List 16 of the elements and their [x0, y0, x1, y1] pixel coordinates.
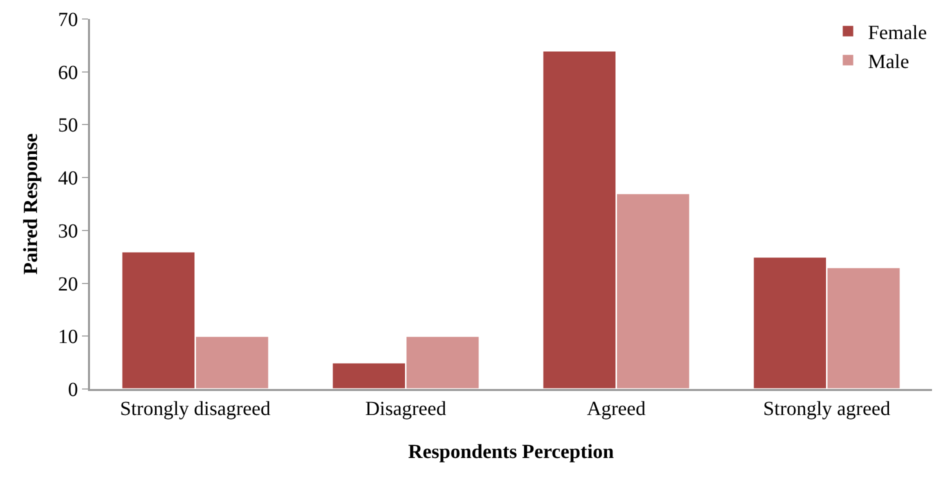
y-tick-label: 40 — [58, 168, 78, 190]
x-tick-label: Agreed — [586, 398, 646, 420]
y-tick-label: 70 — [58, 9, 78, 31]
y-tick-label: 10 — [58, 326, 78, 348]
y-axis-title: Paired Response — [20, 133, 42, 275]
x-tick-label: Strongly disagreed — [120, 398, 271, 420]
y-tick-label: 60 — [58, 62, 78, 84]
y-tick-label: 20 — [58, 273, 78, 296]
y-tick-label: 0 — [68, 379, 78, 401]
x-tick-label: Disagreed — [365, 398, 446, 420]
y-tick-label: 30 — [58, 220, 78, 242]
y-tick-label: 50 — [58, 114, 78, 137]
legend-label: Male — [868, 50, 910, 73]
x-tick-label: Strongly agreed — [763, 398, 890, 420]
legend-label: Female — [868, 22, 927, 44]
x-axis-title: Respondents Perception — [408, 441, 614, 463]
